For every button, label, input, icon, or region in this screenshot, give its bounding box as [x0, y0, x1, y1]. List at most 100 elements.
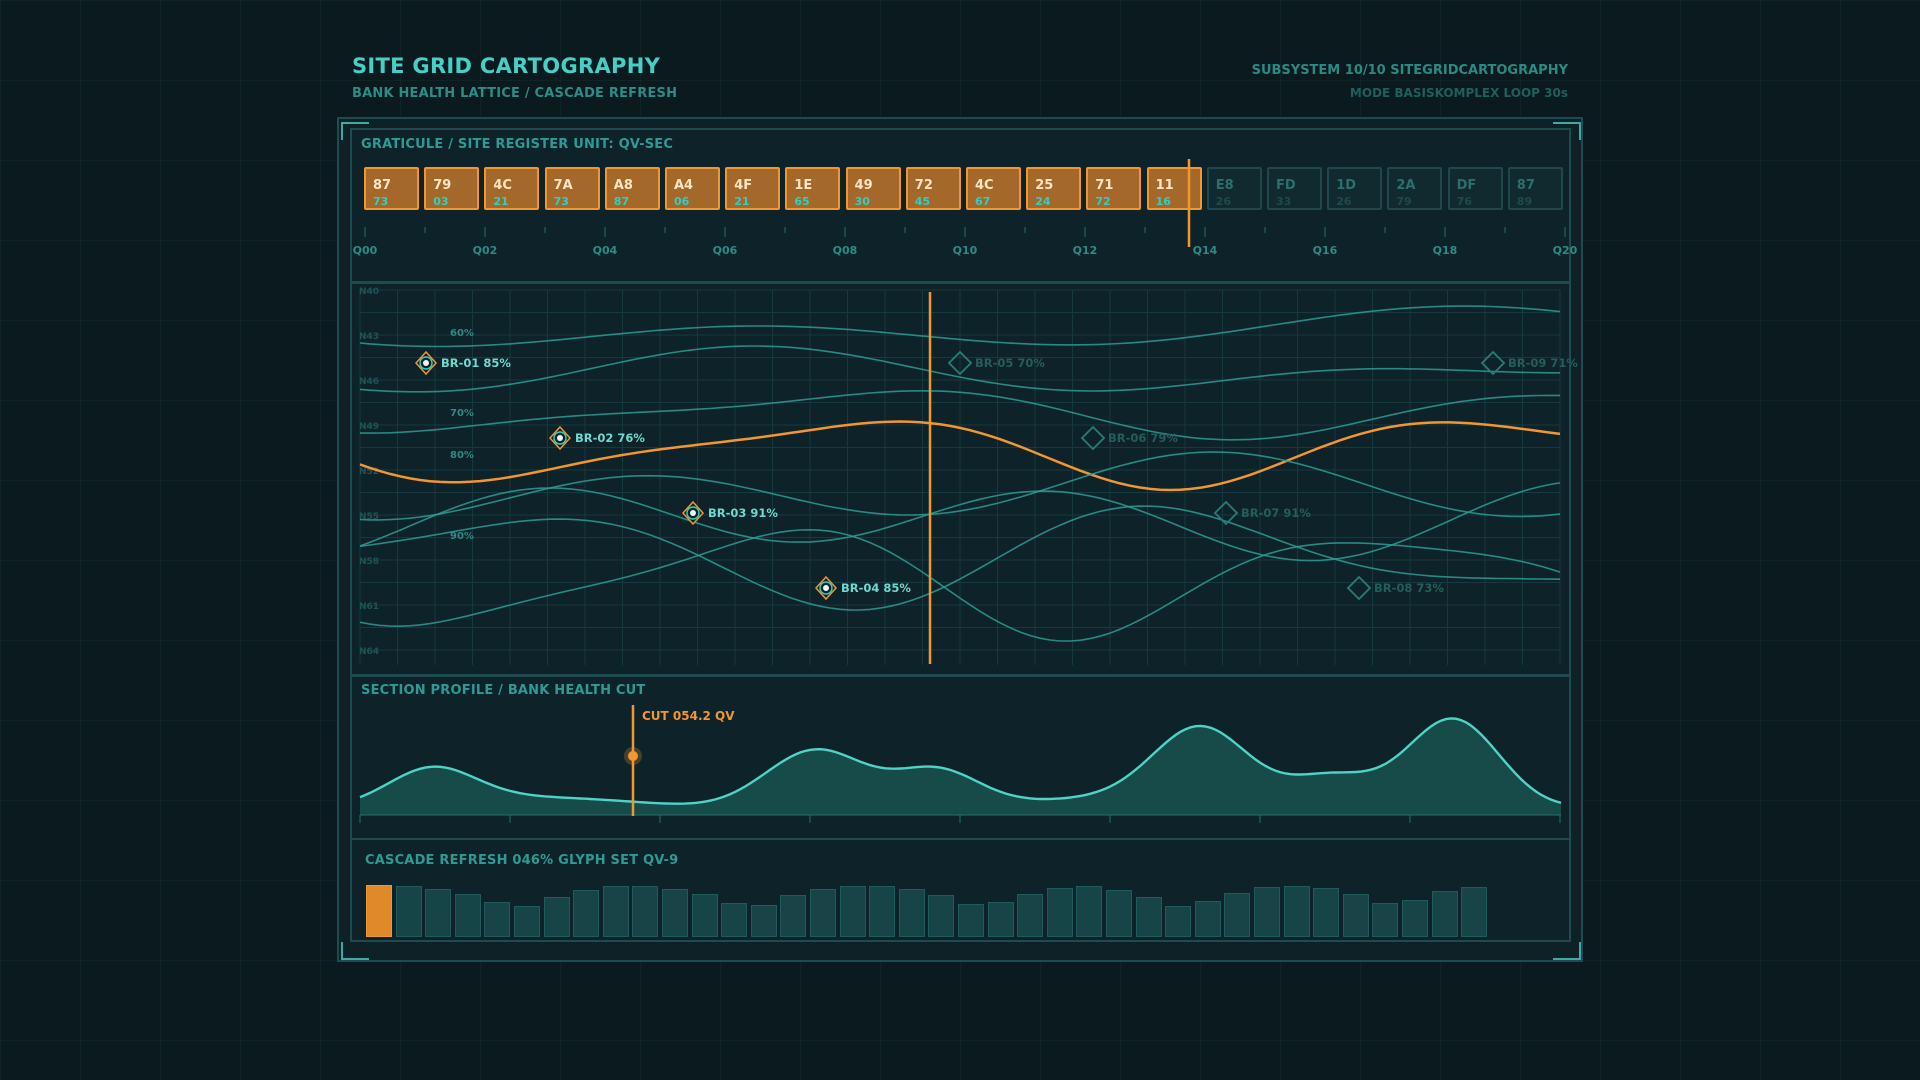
mode-readout: MODE BASISKOMPLEX LOOP 30s — [1349, 86, 1568, 100]
bank-marker-frame — [1213, 500, 1239, 526]
register-cell-code: 1E — [794, 178, 813, 193]
bank-label: BR-07 91% — [1241, 506, 1311, 520]
bank-marker[interactable]: BR-05 70% — [947, 350, 1045, 376]
bank-marker[interactable]: BR-01 85% — [414, 350, 511, 376]
register-cell[interactable]: DF 76 — [1447, 167, 1503, 210]
register-cell-code: 4C — [975, 178, 994, 193]
bank-marker-frame — [1346, 575, 1372, 601]
cut-marker-dot[interactable] — [628, 751, 638, 761]
register-cell-code: 4F — [734, 178, 753, 193]
cascade-bar — [1342, 894, 1369, 937]
register-cell[interactable]: 87 89 — [1507, 167, 1563, 210]
cascade-bar — [750, 905, 777, 937]
register-cell-value: 73 — [553, 195, 569, 208]
register-cell[interactable]: E8 26 — [1206, 167, 1262, 210]
scale-label: Q18 — [1432, 244, 1458, 257]
cascade-bar — [958, 904, 984, 937]
register-cell-code: E8 — [1215, 178, 1234, 193]
register-cell[interactable]: 4F 21 — [725, 167, 781, 210]
scale-label: Q08 — [832, 244, 858, 257]
bank-label: BR-01 85% — [441, 356, 511, 370]
bank-marker[interactable]: BR-03 91% — [681, 500, 778, 526]
register-cell[interactable]: FD 33 — [1267, 167, 1322, 210]
cascade-bar — [514, 906, 540, 937]
register-cell[interactable]: 1D 26 — [1327, 167, 1383, 210]
register-cell-value: 65 — [794, 195, 810, 208]
register-cell[interactable]: 1E 65 — [785, 167, 841, 210]
register-cell[interactable]: 2A 79 — [1387, 167, 1443, 210]
bank-marker[interactable]: BR-02 76% — [548, 425, 645, 451]
cascade-bar — [721, 903, 748, 937]
cascade-bar — [1165, 906, 1192, 937]
contour-line — [359, 451, 1561, 521]
scale-label: Q12 — [1072, 244, 1098, 257]
profile-area — [360, 718, 1561, 815]
cascade-bar — [691, 894, 718, 937]
cascade-bar — [484, 902, 511, 937]
register-cell[interactable]: A8 87 — [604, 167, 660, 210]
bank-label: BR-09 71% — [1508, 356, 1578, 370]
cascade-bar — [1046, 888, 1073, 937]
scale-label: Q06 — [712, 244, 738, 257]
frame-corner-tl — [341, 122, 369, 140]
register-cell-value: 72 — [1095, 195, 1111, 208]
contour-line — [359, 528, 1561, 642]
register-cell[interactable]: 71 72 — [1086, 167, 1142, 210]
cascade-bar-active — [366, 885, 392, 937]
bank-marker[interactable]: BR-07 91% — [1213, 500, 1311, 526]
register-cell-value: 16 — [1155, 195, 1171, 208]
cascade-bar — [1135, 897, 1162, 937]
selected-contour — [359, 420, 1561, 492]
register-cell-code: 7A — [553, 178, 573, 193]
bank-marker[interactable]: BR-06 79% — [1080, 425, 1178, 451]
cascade-bar — [1254, 887, 1280, 937]
register-cell-value: 24 — [1035, 195, 1051, 208]
row-label: N64 — [359, 647, 379, 657]
register-cell[interactable]: 79 03 — [424, 167, 480, 210]
row-label: N55 — [359, 512, 379, 522]
bank-label: BR-08 73% — [1374, 581, 1444, 595]
cascade-bar — [662, 889, 688, 937]
register-cell-code: 79 — [433, 178, 452, 193]
bank-label: BR-02 76% — [575, 431, 645, 445]
register-cell-value: 67 — [975, 195, 991, 208]
contour-label: 70% — [450, 408, 474, 419]
register-cell[interactable]: 4C 67 — [966, 167, 1021, 210]
cascade-bar — [1283, 886, 1310, 937]
register-cell[interactable]: 11 16 — [1146, 167, 1202, 210]
register-cell[interactable]: A4 06 — [665, 167, 720, 210]
cascade-bar — [602, 886, 629, 937]
register-cell-value: 03 — [433, 195, 449, 208]
register-cell[interactable]: 4C 21 — [484, 167, 540, 210]
cascade-bar — [425, 889, 452, 937]
row-label: N52 — [359, 467, 379, 477]
register-cell-code: 49 — [854, 178, 873, 193]
bank-marker-ring — [553, 431, 567, 445]
register-cell[interactable]: 7A 73 — [544, 167, 600, 210]
contour-label: 80% — [450, 450, 474, 461]
cascade-bar — [543, 897, 570, 937]
cascade-bar — [1461, 887, 1488, 937]
register-cell[interactable]: 49 30 — [845, 167, 901, 210]
bank-marker[interactable]: BR-08 73% — [1346, 575, 1444, 601]
section-label: SECTION PROFILE / BANK HEALTH CUT — [361, 683, 646, 698]
profile-line — [359, 717, 1562, 805]
row-label: N43 — [359, 332, 379, 342]
bank-marker-frame — [1080, 425, 1106, 451]
bank-marker[interactable]: BR-04 85% — [814, 575, 911, 601]
register-cell[interactable]: 25 24 — [1026, 167, 1082, 210]
row-label: N46 — [359, 377, 379, 387]
register-cell[interactable]: 87 73 — [364, 167, 419, 210]
register-cell-code: 72 — [914, 178, 933, 193]
cascade-bar — [898, 889, 925, 937]
bank-marker[interactable]: BR-09 71% — [1480, 350, 1578, 376]
bank-marker-frame — [947, 350, 973, 376]
cut-label: CUT 054.2 QV — [642, 709, 735, 723]
register-cell-value: 76 — [1456, 195, 1472, 208]
scale-label: Q16 — [1312, 244, 1338, 257]
register-cell[interactable]: 72 45 — [905, 167, 961, 210]
row-label: N49 — [359, 422, 379, 432]
cascade-bar — [1431, 891, 1458, 937]
